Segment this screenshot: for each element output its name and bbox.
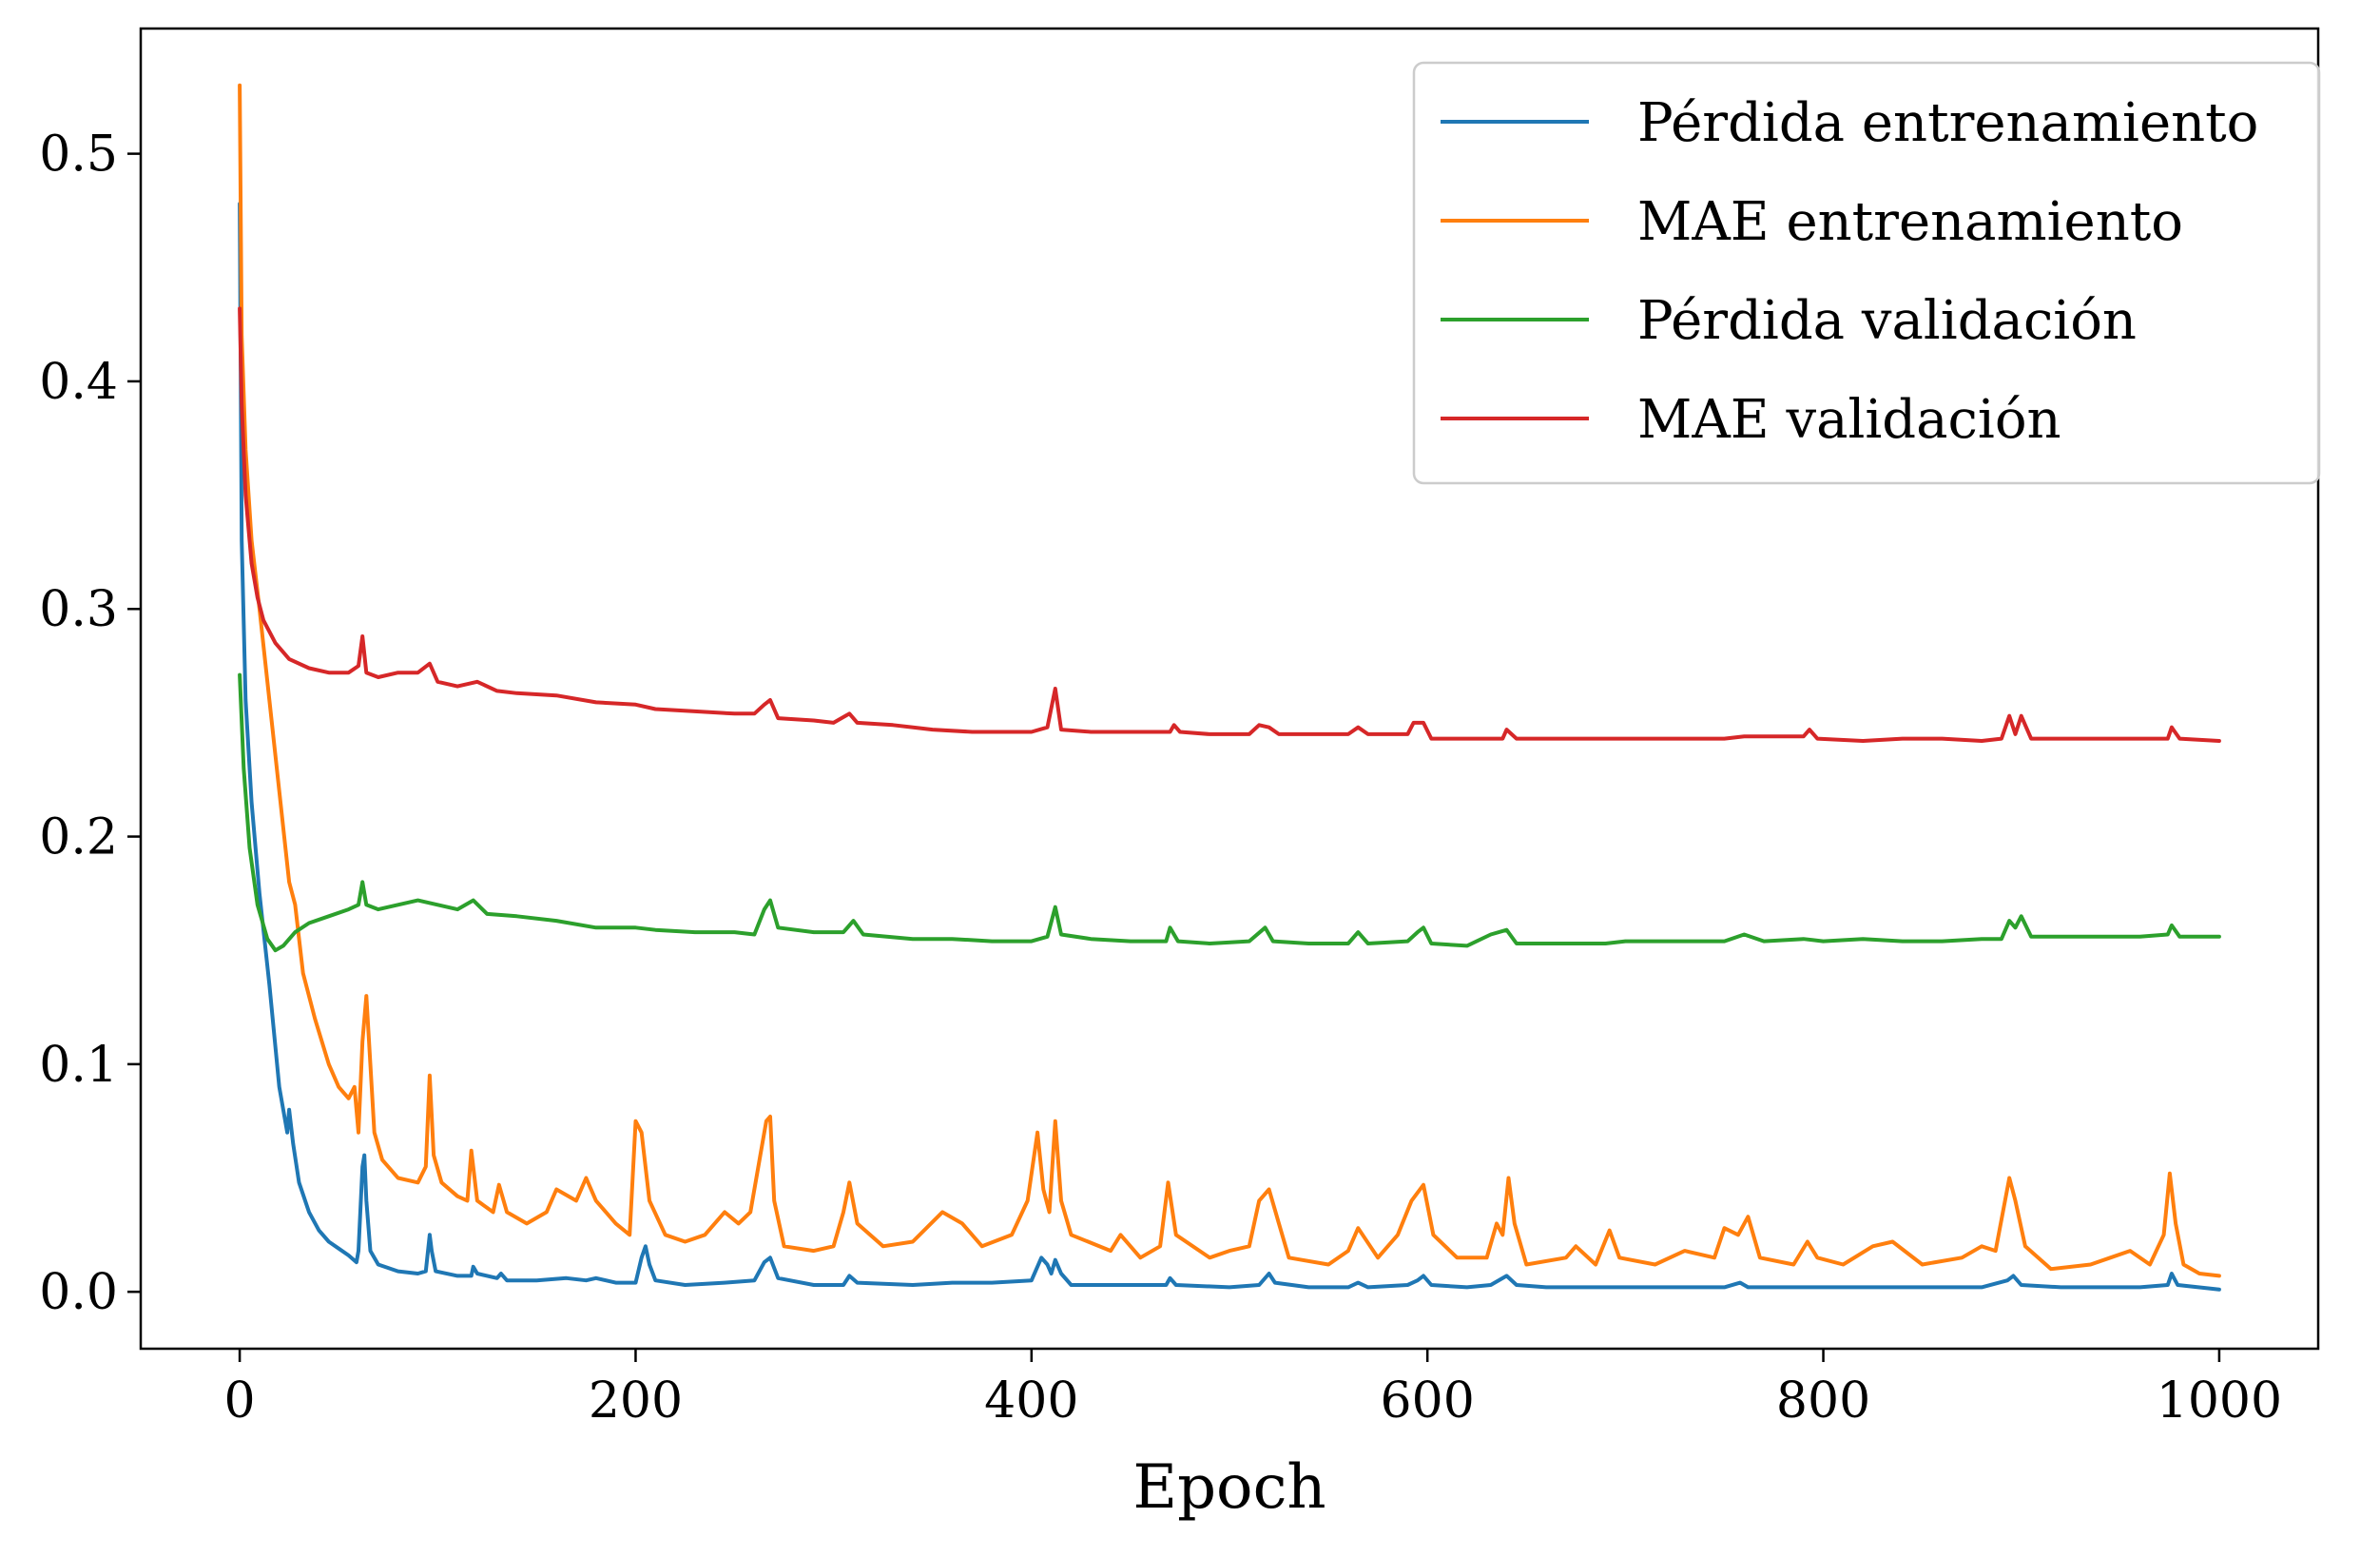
legend-label-4: MAE validación: [1637, 389, 2061, 451]
series-line-4: [238, 306, 2221, 743]
x-tick-label: 400: [984, 1372, 1078, 1430]
legend-label-2: MAE entrenamiento: [1637, 191, 2183, 253]
series-line-3: [238, 672, 2221, 953]
series-line-1: [238, 202, 2221, 1292]
y-tick-label: 0.1: [39, 1037, 118, 1094]
x-tick-label: 800: [1776, 1372, 1870, 1430]
y-tick-label: 0.4: [39, 354, 118, 411]
series-line-2: [238, 83, 2221, 1278]
legend: Pérdida entrenamiento MAE entrenamiento Pé…: [1412, 61, 2321, 485]
x-tick-label: 600: [1381, 1372, 1475, 1430]
x-axis-label: Epoch: [1132, 1452, 1325, 1523]
plot-frame: [139, 27, 2320, 1351]
series-layer: [238, 83, 2221, 1292]
y-axis-ticks: 0.0 0.1 0.2 0.3 0.4 0.5: [39, 127, 141, 1321]
legend-box: [1412, 61, 2321, 485]
y-tick-label: 0.2: [39, 809, 118, 866]
x-axis-ticks: 0 200 400 600 800 1000: [224, 1349, 2282, 1430]
y-tick-label: 0.0: [39, 1264, 118, 1321]
legend-label-3: Pérdida validación: [1637, 290, 2137, 352]
x-tick-label: 200: [589, 1372, 683, 1430]
x-tick-label: 0: [224, 1372, 256, 1430]
y-tick-label: 0.3: [39, 581, 118, 638]
x-tick-label: 1000: [2157, 1372, 2282, 1430]
y-tick-label: 0.5: [39, 127, 118, 184]
legend-label-1: Pérdida entrenamiento: [1637, 92, 2258, 154]
